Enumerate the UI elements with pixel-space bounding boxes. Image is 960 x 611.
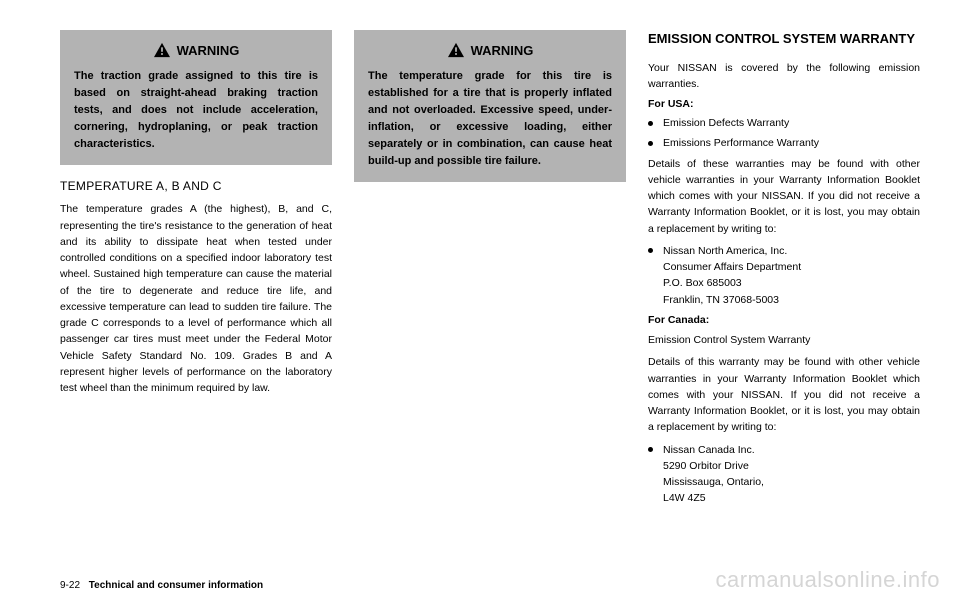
usa-address: Nissan North America, Inc. Consumer Affa…	[648, 243, 920, 308]
address-line: 5290 Orbitor Drive	[648, 458, 920, 474]
for-usa-label: For USA:	[648, 98, 920, 110]
section-title: Technical and consumer information	[89, 580, 263, 591]
warning-triangle-icon	[153, 42, 171, 58]
column-2: WARNING The temperature grade for this t…	[354, 30, 626, 540]
bullet-icon	[648, 121, 653, 126]
address-name: Nissan Canada Inc.	[663, 442, 755, 458]
for-canada-label: For Canada:	[648, 314, 920, 326]
warning-body: The temperature grade for this tire is e…	[368, 68, 612, 170]
warning-box-traction: WARNING The traction grade assigned to t…	[60, 30, 332, 165]
address-name: Nissan North America, Inc.	[663, 243, 787, 259]
address-line: Mississauga, Ontario,	[648, 474, 920, 490]
temperature-body: The temperature grades A (the highest), …	[60, 201, 332, 396]
page-content: WARNING The traction grade assigned to t…	[0, 0, 960, 560]
warning-header: WARNING	[368, 42, 612, 58]
address-line: P.O. Box 685003	[648, 275, 920, 291]
warning-title: WARNING	[471, 43, 534, 58]
usa-details: Details of these warranties may be found…	[648, 156, 920, 237]
bullet-icon	[648, 141, 653, 146]
warning-box-temperature: WARNING The temperature grade for this t…	[354, 30, 626, 182]
warning-title: WARNING	[177, 43, 240, 58]
column-1: WARNING The traction grade assigned to t…	[60, 30, 332, 540]
canada-line: Emission Control System Warranty	[648, 332, 920, 348]
canada-details: Details of this warranty may be found wi…	[648, 354, 920, 435]
warning-triangle-icon	[447, 42, 465, 58]
bullet-icon	[648, 248, 653, 253]
address-line: Franklin, TN 37068-5003	[648, 292, 920, 308]
bullet-text: Emission Defects Warranty	[663, 116, 789, 132]
watermark: carmanualsonline.info	[715, 567, 940, 593]
warning-body: The traction grade assigned to this tire…	[74, 68, 318, 153]
emission-heading: EMISSION CONTROL SYSTEM WARRANTY	[648, 30, 920, 48]
bullet-icon	[648, 447, 653, 452]
usa-bullet-2: Emissions Performance Warranty	[648, 136, 920, 152]
address-line: L4W 4Z5	[648, 490, 920, 506]
address-line: Consumer Affairs Department	[648, 259, 920, 275]
warning-header: WARNING	[74, 42, 318, 58]
emission-intro: Your NISSAN is covered by the following …	[648, 60, 920, 93]
column-3: EMISSION CONTROL SYSTEM WARRANTY Your NI…	[648, 30, 920, 540]
page-footer: 9-22 Technical and consumer information	[60, 580, 263, 591]
bullet-text: Emissions Performance Warranty	[663, 136, 819, 152]
temperature-subheading: TEMPERATURE A, B AND C	[60, 179, 332, 193]
usa-bullet-1: Emission Defects Warranty	[648, 116, 920, 132]
canada-address: Nissan Canada Inc. 5290 Orbitor Drive Mi…	[648, 442, 920, 507]
page-number: 9-22	[60, 580, 80, 591]
